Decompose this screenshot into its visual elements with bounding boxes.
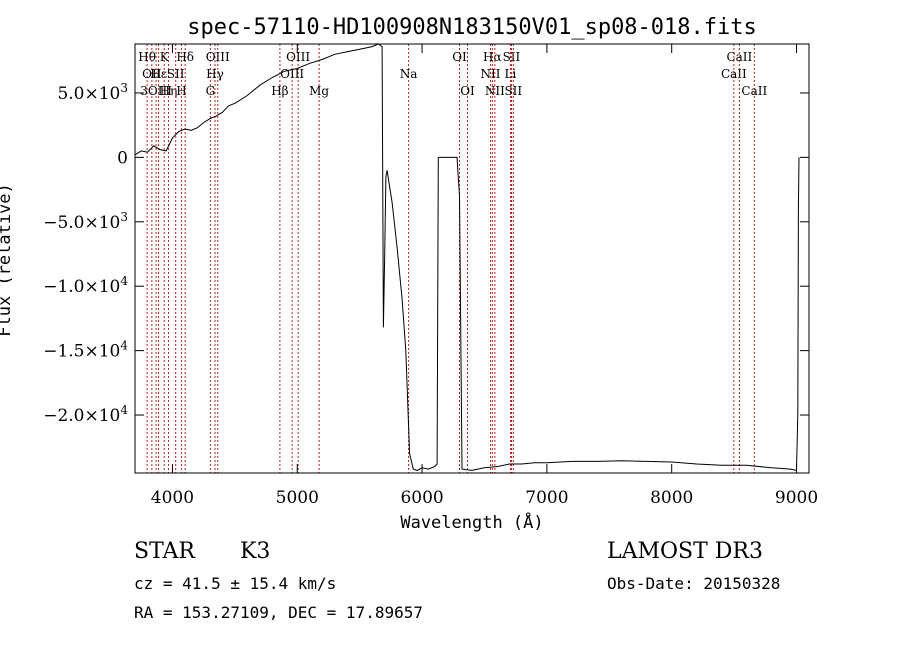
line-label-CaII: CaII [726,50,752,64]
x-tick-label-5000: 5000 [276,488,319,508]
line-label-Hδ: Hδ [176,50,194,64]
line-label-Na: Na [400,67,418,81]
line-label-Hβ: Hβ [271,84,288,98]
line-label-OI: OI [452,50,467,64]
line-label-CaII: CaII [741,84,767,98]
y-tick-label-0: 0 [117,148,128,168]
line-label-Hα: Hα [483,50,502,64]
x-tick-label-4000: 4000 [151,488,194,508]
line-label-SII: SII [504,84,522,98]
line-label-OIII: OIII [206,50,230,64]
y-axis-label: Flux (relative) [0,183,15,337]
line-label-Li: Li [505,67,517,81]
line-label-3OIII: 3OIII [140,84,172,98]
line-label-Hε: Hε [150,67,167,81]
chart-title: spec-57110-HD100908N183150V01_sp08-018.f… [187,15,757,40]
observation-date: Obs-Date: 20150328 [607,574,781,593]
line-label-Mg: Mg [309,84,329,98]
x-tick-label-9000: 9000 [775,488,818,508]
redshift-velocity: cz = 41.5 ± 15.4 km/s [134,574,337,593]
y-tick-label-5000: 5.0×103 [57,81,128,104]
x-tick-label-6000: 6000 [400,488,443,508]
line-label-SII: SII [167,67,185,81]
y-tick-label--20000: −2.0×104 [43,403,128,426]
object-subclass: K3 [240,539,271,564]
x-tick-label-8000: 8000 [650,488,693,508]
spectrum-series-0 [135,44,800,472]
line-label-NII: NII [480,67,500,81]
line-label-G: G [206,84,216,98]
line-label-NII: NII [485,84,505,98]
line-label-H: H [176,84,186,98]
line-label-OIII: OIII [286,50,310,64]
line-label-K: K [160,50,170,64]
sky-coordinates: RA = 153.27109, DEC = 17.89657 [134,603,423,622]
x-tick-label-7000: 7000 [525,488,568,508]
line-label-Hγ: Hγ [206,67,224,81]
line-label-OI: OI [460,84,475,98]
line-label-Hθ: Hθ [138,50,156,64]
y-tick-label--5000: −5.0×103 [43,210,128,233]
line-label-SII: SII [503,50,521,64]
survey-name: LAMOST DR3 [607,539,763,564]
y-tick-label--15000: −1.5×104 [43,339,128,362]
line-label-CaII: CaII [721,67,747,81]
line-label-Hη: Hη [160,84,178,98]
object-type: STAR [134,539,195,564]
y-tick-label--10000: −1.0×104 [43,274,128,297]
x-axis-label: Wavelength (Å) [400,511,543,533]
plot-frame [134,43,810,474]
line-label-OII: OII [142,67,162,81]
